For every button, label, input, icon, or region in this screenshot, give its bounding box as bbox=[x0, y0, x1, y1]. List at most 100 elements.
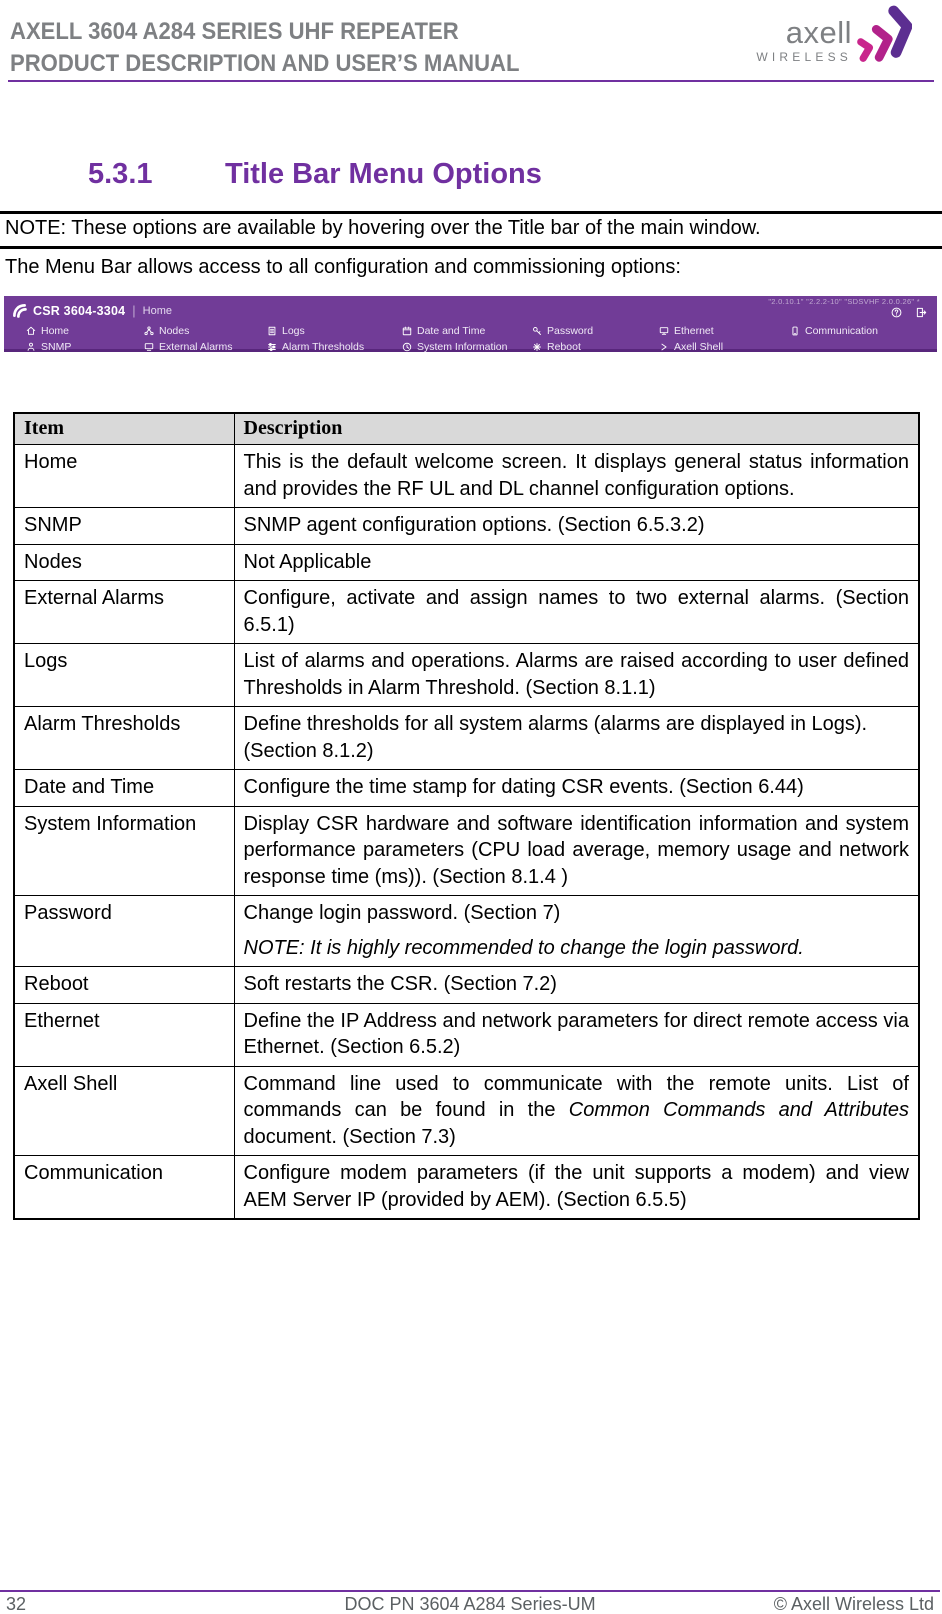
item-cell: External Alarms bbox=[13, 580, 235, 644]
date-time-icon bbox=[402, 326, 412, 336]
menu-item-system-information[interactable]: System Information bbox=[402, 340, 532, 353]
section-heading: 5.3.1 Title Bar Menu Options bbox=[88, 158, 542, 191]
description-cell: Display CSR hardware and software identi… bbox=[233, 805, 920, 896]
item-cell: Home bbox=[13, 444, 235, 508]
menu-item-communication[interactable]: Communication bbox=[790, 324, 937, 337]
item-cell: Ethernet bbox=[13, 1002, 235, 1067]
menu-item-label: External Alarms bbox=[159, 340, 233, 353]
description-cell: This is the default welcome screen. It d… bbox=[233, 444, 920, 508]
description-paragraph: (Section 8.1.2) bbox=[243, 739, 374, 762]
table-row: System Information Display CSR hardware a… bbox=[13, 805, 920, 896]
table-body: Home This is the default welcome screen. … bbox=[13, 444, 920, 1220]
menu-item-logs[interactable]: Logs bbox=[267, 324, 402, 337]
description-cell: SNMP agent configuration options. (Secti… bbox=[233, 507, 920, 545]
menu-item-label: Ethernet bbox=[674, 324, 714, 337]
snmp-icon bbox=[26, 342, 36, 352]
system-info-icon bbox=[402, 342, 412, 352]
menubar-column: Ethernet Axell Shell bbox=[659, 324, 790, 353]
table-row: SNMP SNMP agent configuration options. (S… bbox=[13, 507, 920, 545]
menu-item-home[interactable]: Home bbox=[26, 324, 144, 337]
intro-text: The Menu Bar allows access to all config… bbox=[5, 256, 681, 278]
table-row: Communication Configure modem parameters … bbox=[13, 1155, 920, 1220]
csr-brand-title: CSR 3604-3304 bbox=[33, 303, 126, 318]
menu-item-date-and-time[interactable]: Date and Time bbox=[402, 324, 532, 337]
description-paragraph: Define thresholds for all system alarms … bbox=[243, 713, 868, 735]
description-paragraph: SNMP agent configuration options. (Secti… bbox=[243, 514, 705, 536]
description-cell: Configure the time stamp for dating CSR … bbox=[233, 769, 920, 807]
menu-item-label: System Information bbox=[417, 340, 508, 353]
menu-item-nodes[interactable]: Nodes bbox=[144, 324, 267, 337]
description-paragraph: NOTE: It is highly recommended to change… bbox=[243, 936, 804, 959]
logout-icon[interactable] bbox=[916, 307, 927, 318]
description-paragraph: Configure the time stamp for dating CSR … bbox=[243, 776, 804, 798]
description-paragraph: List of alarms and operations. Alarms ar… bbox=[243, 650, 910, 699]
csr-menubar-screenshot: CSR 3604-3304 | Home "2.0.10.1" "2.2.2-1… bbox=[4, 296, 937, 353]
help-icon[interactable] bbox=[891, 307, 902, 318]
ethernet-icon bbox=[659, 326, 669, 336]
logs-icon bbox=[267, 326, 277, 336]
menubar-titlebar: CSR 3604-3304 | Home "2.0.10.1" "2.2.2-1… bbox=[4, 296, 937, 320]
titlebar-icons bbox=[891, 307, 927, 318]
section-title: Title Bar Menu Options bbox=[225, 158, 542, 190]
menu-item-snmp[interactable]: SNMP bbox=[26, 340, 144, 353]
description-cell: Configure modem parameters (if the unit … bbox=[233, 1155, 920, 1220]
axell-wireless-logo: axell WIRELESS bbox=[756, 2, 912, 74]
menu-item-label: SNMP bbox=[41, 340, 72, 353]
item-cell: Alarm Thresholds bbox=[13, 706, 235, 770]
firmware-version-text: "2.0.10.1" "2.2.2-10" "SDSVHF 2.0.0.26" … bbox=[768, 297, 920, 306]
description-paragraph: This is the default welcome screen. It d… bbox=[243, 451, 910, 500]
doc-title-line2: PRODUCT DESCRIPTION AND USER’S MANUAL bbox=[10, 49, 520, 77]
menu-item-alarm-thresholds[interactable]: Alarm Thresholds bbox=[267, 340, 402, 353]
item-cell: SNMP bbox=[13, 507, 235, 545]
home-icon bbox=[26, 326, 36, 336]
nodes-icon bbox=[144, 325, 154, 336]
menubar-column: Home SNMP bbox=[26, 324, 144, 353]
column-header-item: Item bbox=[13, 412, 235, 445]
description-paragraph: Command line used to communicate with th… bbox=[243, 1072, 910, 1148]
description-cell: Configure, activate and assign names to … bbox=[233, 580, 920, 644]
table-row: Logs List of alarms and operations. Alarm… bbox=[13, 643, 920, 707]
item-cell: Nodes bbox=[13, 543, 235, 581]
description-paragraph: Configure modem parameters (if the unit … bbox=[243, 1162, 910, 1211]
menu-item-label: Nodes bbox=[159, 324, 190, 337]
menubar-column: Date and Time System Information bbox=[402, 324, 532, 353]
description-paragraph: Change login password. (Section 7) bbox=[243, 902, 561, 924]
footer-divider bbox=[0, 1590, 940, 1592]
menu-options-table: Item Description Home This is the default… bbox=[13, 412, 920, 1220]
description-paragraph: Soft restarts the CSR. (Section 7.2) bbox=[243, 973, 557, 995]
section-number: 5.3.1 bbox=[88, 158, 153, 190]
menubar-column: Logs Alarm Thresholds bbox=[267, 324, 402, 353]
item-cell: Date and Time bbox=[13, 769, 235, 807]
menu-item-axell-shell[interactable]: Axell Shell bbox=[659, 340, 790, 353]
description-paragraph: Display CSR hardware and software identi… bbox=[243, 812, 910, 888]
password-icon bbox=[532, 326, 542, 336]
description-cell: List of alarms and operations. Alarms ar… bbox=[233, 643, 920, 707]
menu-item-ethernet[interactable]: Ethernet bbox=[659, 324, 790, 337]
menu-item-label: Alarm Thresholds bbox=[282, 340, 365, 353]
menubar-column: Password Reboot bbox=[532, 324, 659, 353]
page-footer: 32 DOC PN 3604 A284 Series-UM © Axell Wi… bbox=[6, 1594, 934, 1614]
page-header: AXELL 3604 A284 SERIES UHF REPEATER PROD… bbox=[10, 16, 564, 79]
item-cell: Password bbox=[13, 895, 235, 967]
item-cell: Logs bbox=[13, 643, 235, 707]
header-divider bbox=[8, 80, 934, 82]
menu-item-label: Home bbox=[41, 324, 70, 337]
table-row: Password Change login password. (Section … bbox=[13, 895, 920, 967]
external-alarms-icon bbox=[144, 342, 154, 352]
logo-wordmark: axell bbox=[785, 15, 852, 51]
menu-item-password[interactable]: Password bbox=[532, 324, 659, 337]
copyright: © Axell Wireless Ltd bbox=[773, 1594, 935, 1614]
menubar-column: Communication bbox=[790, 324, 937, 353]
table-row: Home This is the default welcome screen. … bbox=[13, 444, 920, 508]
note-banner: NOTE: These options are available by hov… bbox=[0, 211, 942, 249]
axell-shell-icon bbox=[659, 342, 669, 352]
menu-item-reboot[interactable]: Reboot bbox=[532, 340, 659, 353]
reboot-icon bbox=[532, 342, 542, 352]
table-row: Nodes Not Applicable bbox=[13, 543, 920, 581]
table-header-row: Item Description bbox=[13, 412, 920, 445]
menu-item-label: Axell Shell bbox=[674, 340, 724, 353]
table-row: External Alarms Configure, activate and a… bbox=[13, 580, 920, 644]
item-cell: Communication bbox=[13, 1155, 235, 1220]
menu-item-external-alarms[interactable]: External Alarms bbox=[144, 340, 267, 353]
